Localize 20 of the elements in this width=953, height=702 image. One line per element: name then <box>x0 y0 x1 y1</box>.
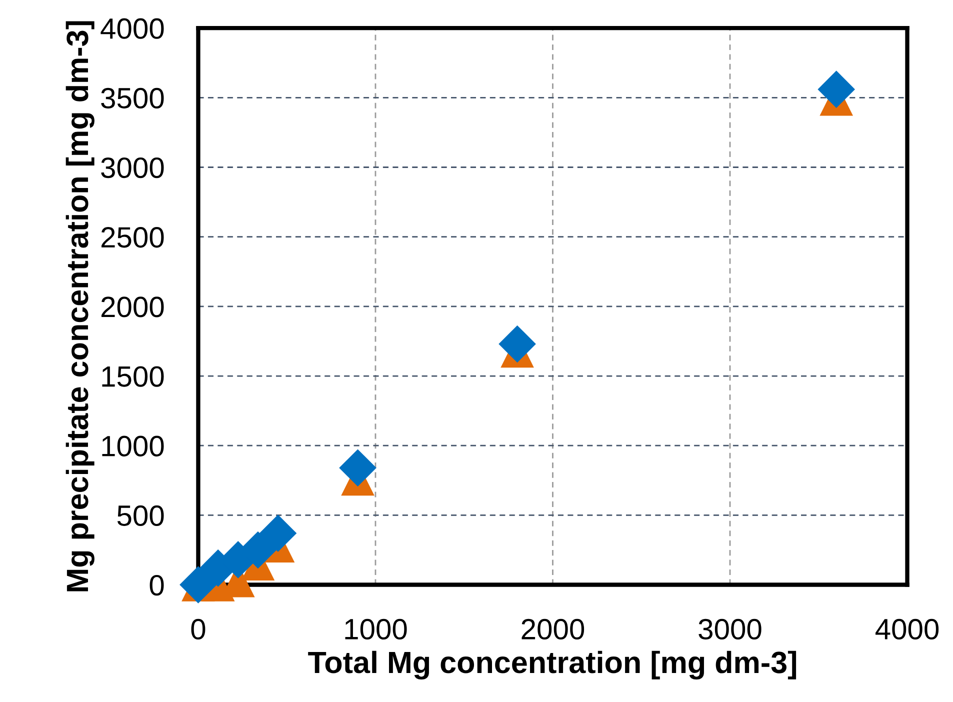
point <box>259 514 297 552</box>
x-tick-label: 3000 <box>698 618 762 640</box>
point <box>818 70 856 108</box>
y-tick-label: 1000 <box>102 436 164 456</box>
point <box>498 325 536 363</box>
y-tick-label: 3000 <box>101 157 164 178</box>
x-tick-label: 0 <box>191 618 206 640</box>
y-tick-label: 2000 <box>101 296 164 318</box>
y-tick-label: 2500 <box>101 227 164 248</box>
y-tick-label: 500 <box>117 505 164 526</box>
x-tick-label: 4000 <box>875 618 939 640</box>
y-axis-title: Mg precipitate concentration [mg dm-3] <box>66 21 94 592</box>
x-tick-label: 2000 <box>522 618 584 640</box>
point <box>339 449 376 487</box>
y-tick-label: 0 <box>150 574 164 596</box>
x-tick-label: 1000 <box>345 618 407 640</box>
y-tick-label: 1500 <box>102 366 164 387</box>
y-tick-label: 3500 <box>101 88 164 109</box>
y-tick-label: 4000 <box>100 18 164 39</box>
x-axis-title: Total Mg concentration [mg dm-3] <box>308 650 796 680</box>
